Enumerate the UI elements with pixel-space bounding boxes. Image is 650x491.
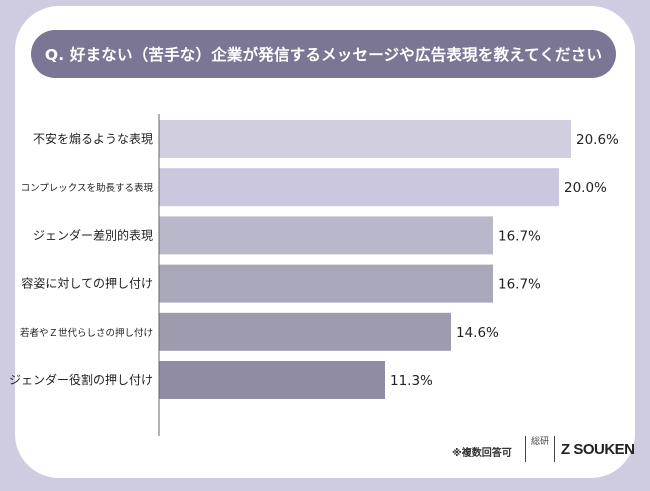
bar <box>159 361 385 399</box>
page-title: Q. 好まない（苦手な）企業が発信するメッセージや広告表現を教えてください <box>31 30 616 78</box>
bar <box>159 312 451 351</box>
data-label: 11.3% <box>390 373 433 389</box>
data-label: 16.7% <box>498 277 541 293</box>
bar <box>159 120 571 158</box>
data-label: 20.0% <box>564 180 607 196</box>
category-label: ジェンダー役割の押し付け <box>9 372 153 387</box>
logo: 総研 Z SOUKEN <box>525 436 635 462</box>
data-label: 20.6% <box>576 132 619 148</box>
data-label: 14.6% <box>456 325 499 341</box>
bar <box>159 168 559 207</box>
logo-text: Z SOUKEN <box>561 440 635 458</box>
bar <box>159 216 493 255</box>
multiple-answer-note: ※複数回答可 <box>452 448 512 459</box>
category-label: コンプレックスを助長する表現 <box>21 182 154 194</box>
category-label: 容姿に対しての押し付け <box>21 276 153 291</box>
logo-mark: 総研 <box>525 436 555 462</box>
category-label: ジェンダー差別的表現 <box>33 227 153 242</box>
data-label: 16.7% <box>498 228 541 244</box>
bar <box>159 264 493 303</box>
category-label: 若者やＺ世代らしさの押し付け <box>20 327 153 339</box>
category-label: 不安を煽るような表現 <box>33 131 153 146</box>
